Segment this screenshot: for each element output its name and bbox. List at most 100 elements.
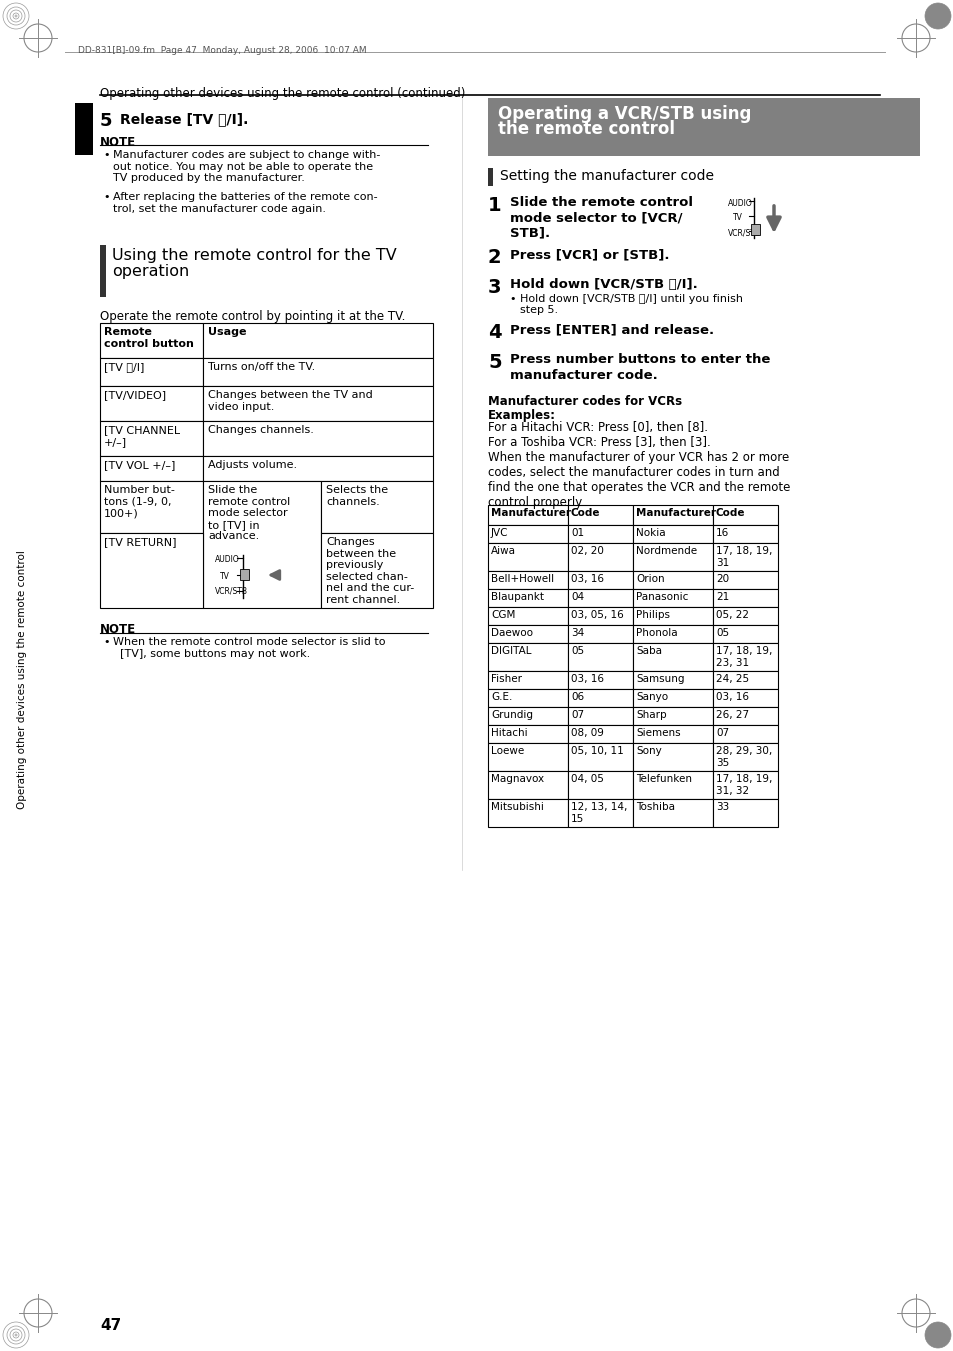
Bar bbox=[100, 457, 203, 481]
Text: 17, 18, 19,
31, 32: 17, 18, 19, 31, 32 bbox=[716, 774, 772, 796]
Text: [TV ⏽/I]: [TV ⏽/I] bbox=[104, 362, 144, 372]
Text: Using the remote control for the TV: Using the remote control for the TV bbox=[112, 249, 396, 263]
Text: 34: 34 bbox=[571, 628, 583, 638]
Text: 04: 04 bbox=[571, 592, 583, 603]
Bar bbox=[100, 245, 106, 297]
Text: Mitsubishi: Mitsubishi bbox=[491, 802, 543, 812]
Text: 28, 29, 30,
35: 28, 29, 30, 35 bbox=[716, 746, 771, 767]
Text: Panasonic: Panasonic bbox=[636, 592, 688, 603]
Bar bbox=[488, 543, 567, 571]
Bar bbox=[203, 358, 433, 386]
Text: Telefunken: Telefunken bbox=[636, 774, 691, 784]
Bar bbox=[100, 481, 203, 534]
Bar bbox=[712, 725, 778, 743]
Text: 05: 05 bbox=[571, 646, 583, 657]
Bar bbox=[100, 323, 203, 358]
Text: Operate the remote control by pointing it at the TV.: Operate the remote control by pointing i… bbox=[100, 309, 405, 323]
Bar bbox=[567, 643, 633, 671]
Bar bbox=[567, 626, 633, 643]
Bar bbox=[100, 422, 203, 457]
Text: Toshiba: Toshiba bbox=[636, 802, 675, 812]
Text: Turns on/off the TV.: Turns on/off the TV. bbox=[208, 362, 314, 372]
Bar bbox=[712, 571, 778, 589]
Text: 07: 07 bbox=[716, 728, 728, 738]
Bar bbox=[633, 771, 712, 798]
Text: 20: 20 bbox=[716, 574, 728, 584]
Text: 06: 06 bbox=[571, 692, 583, 703]
Text: 17, 18, 19,
23, 31: 17, 18, 19, 23, 31 bbox=[716, 646, 772, 667]
Text: 5: 5 bbox=[488, 353, 501, 372]
Circle shape bbox=[924, 3, 950, 28]
Text: 01: 01 bbox=[571, 528, 583, 538]
Text: Daewoo: Daewoo bbox=[491, 628, 533, 638]
Bar bbox=[712, 589, 778, 607]
Bar bbox=[712, 607, 778, 626]
Text: Siemens: Siemens bbox=[636, 728, 679, 738]
Text: 05, 10, 11: 05, 10, 11 bbox=[571, 746, 623, 757]
Bar bbox=[633, 725, 712, 743]
Bar bbox=[633, 643, 712, 671]
Text: •: • bbox=[103, 150, 110, 159]
Text: •: • bbox=[103, 192, 110, 203]
Text: step 5.: step 5. bbox=[519, 305, 558, 315]
Bar bbox=[488, 725, 567, 743]
Bar bbox=[633, 589, 712, 607]
Bar bbox=[567, 743, 633, 771]
Text: STB].: STB]. bbox=[510, 226, 550, 239]
Text: 05: 05 bbox=[716, 628, 728, 638]
Text: 21: 21 bbox=[716, 592, 728, 603]
Text: Blaupankt: Blaupankt bbox=[491, 592, 543, 603]
Text: 33: 33 bbox=[716, 802, 728, 812]
Text: 05, 22: 05, 22 bbox=[716, 611, 748, 620]
Bar bbox=[488, 607, 567, 626]
Text: Changes between the TV and
video input.: Changes between the TV and video input. bbox=[208, 390, 373, 412]
Bar bbox=[488, 571, 567, 589]
Text: Bell+Howell: Bell+Howell bbox=[491, 574, 554, 584]
Text: TV: TV bbox=[220, 571, 230, 581]
Text: Manufacturer codes are subject to change with-
out notice. You may not be able t: Manufacturer codes are subject to change… bbox=[112, 150, 380, 184]
Text: 47: 47 bbox=[100, 1319, 121, 1333]
Bar bbox=[633, 526, 712, 543]
Bar bbox=[633, 626, 712, 643]
Bar bbox=[567, 505, 633, 526]
Text: VCR/STB: VCR/STB bbox=[214, 586, 248, 596]
Text: 02, 20: 02, 20 bbox=[571, 546, 603, 557]
Text: Sony: Sony bbox=[636, 746, 661, 757]
Text: Operating a VCR/STB using: Operating a VCR/STB using bbox=[497, 105, 751, 123]
Text: [TV CHANNEL
+/–]: [TV CHANNEL +/–] bbox=[104, 426, 180, 447]
Text: 3: 3 bbox=[488, 278, 501, 297]
Circle shape bbox=[924, 1323, 950, 1348]
Bar bbox=[240, 569, 249, 580]
Text: Philips: Philips bbox=[636, 611, 669, 620]
Bar bbox=[488, 689, 567, 707]
Bar bbox=[567, 543, 633, 571]
Bar bbox=[488, 671, 567, 689]
Bar bbox=[567, 589, 633, 607]
Text: Manufacturer codes for VCRs: Manufacturer codes for VCRs bbox=[488, 394, 681, 408]
Bar bbox=[712, 771, 778, 798]
Text: DIGITAL: DIGITAL bbox=[491, 646, 531, 657]
Text: Code: Code bbox=[716, 508, 744, 517]
Text: operation: operation bbox=[112, 263, 189, 280]
Bar bbox=[567, 671, 633, 689]
Text: •: • bbox=[103, 638, 110, 647]
Text: Phonola: Phonola bbox=[636, 628, 677, 638]
Text: Changes
between the
previously
selected chan-
nel and the cur-
rent channel.: Changes between the previously selected … bbox=[326, 536, 414, 605]
Bar bbox=[567, 771, 633, 798]
Bar bbox=[567, 798, 633, 827]
Bar bbox=[712, 643, 778, 671]
Text: 17, 18, 19,
31: 17, 18, 19, 31 bbox=[716, 546, 772, 567]
Text: [TV RETURN]: [TV RETURN] bbox=[104, 536, 176, 547]
Text: 07: 07 bbox=[571, 711, 583, 720]
Bar bbox=[633, 505, 712, 526]
Bar bbox=[633, 571, 712, 589]
Text: After replacing the batteries of the remote con-
trol, set the manufacturer code: After replacing the batteries of the rem… bbox=[112, 192, 377, 213]
Text: Samsung: Samsung bbox=[636, 674, 684, 684]
Text: Adjusts volume.: Adjusts volume. bbox=[208, 459, 296, 470]
Text: Examples:: Examples: bbox=[488, 409, 556, 422]
Text: DD-831[B]-09.fm  Page 47  Monday, August 28, 2006  10:07 AM: DD-831[B]-09.fm Page 47 Monday, August 2… bbox=[78, 46, 366, 55]
Text: Orion: Orion bbox=[636, 574, 664, 584]
Bar bbox=[488, 589, 567, 607]
Text: 03, 16: 03, 16 bbox=[571, 674, 603, 684]
Text: Press number buttons to enter the: Press number buttons to enter the bbox=[510, 353, 770, 366]
